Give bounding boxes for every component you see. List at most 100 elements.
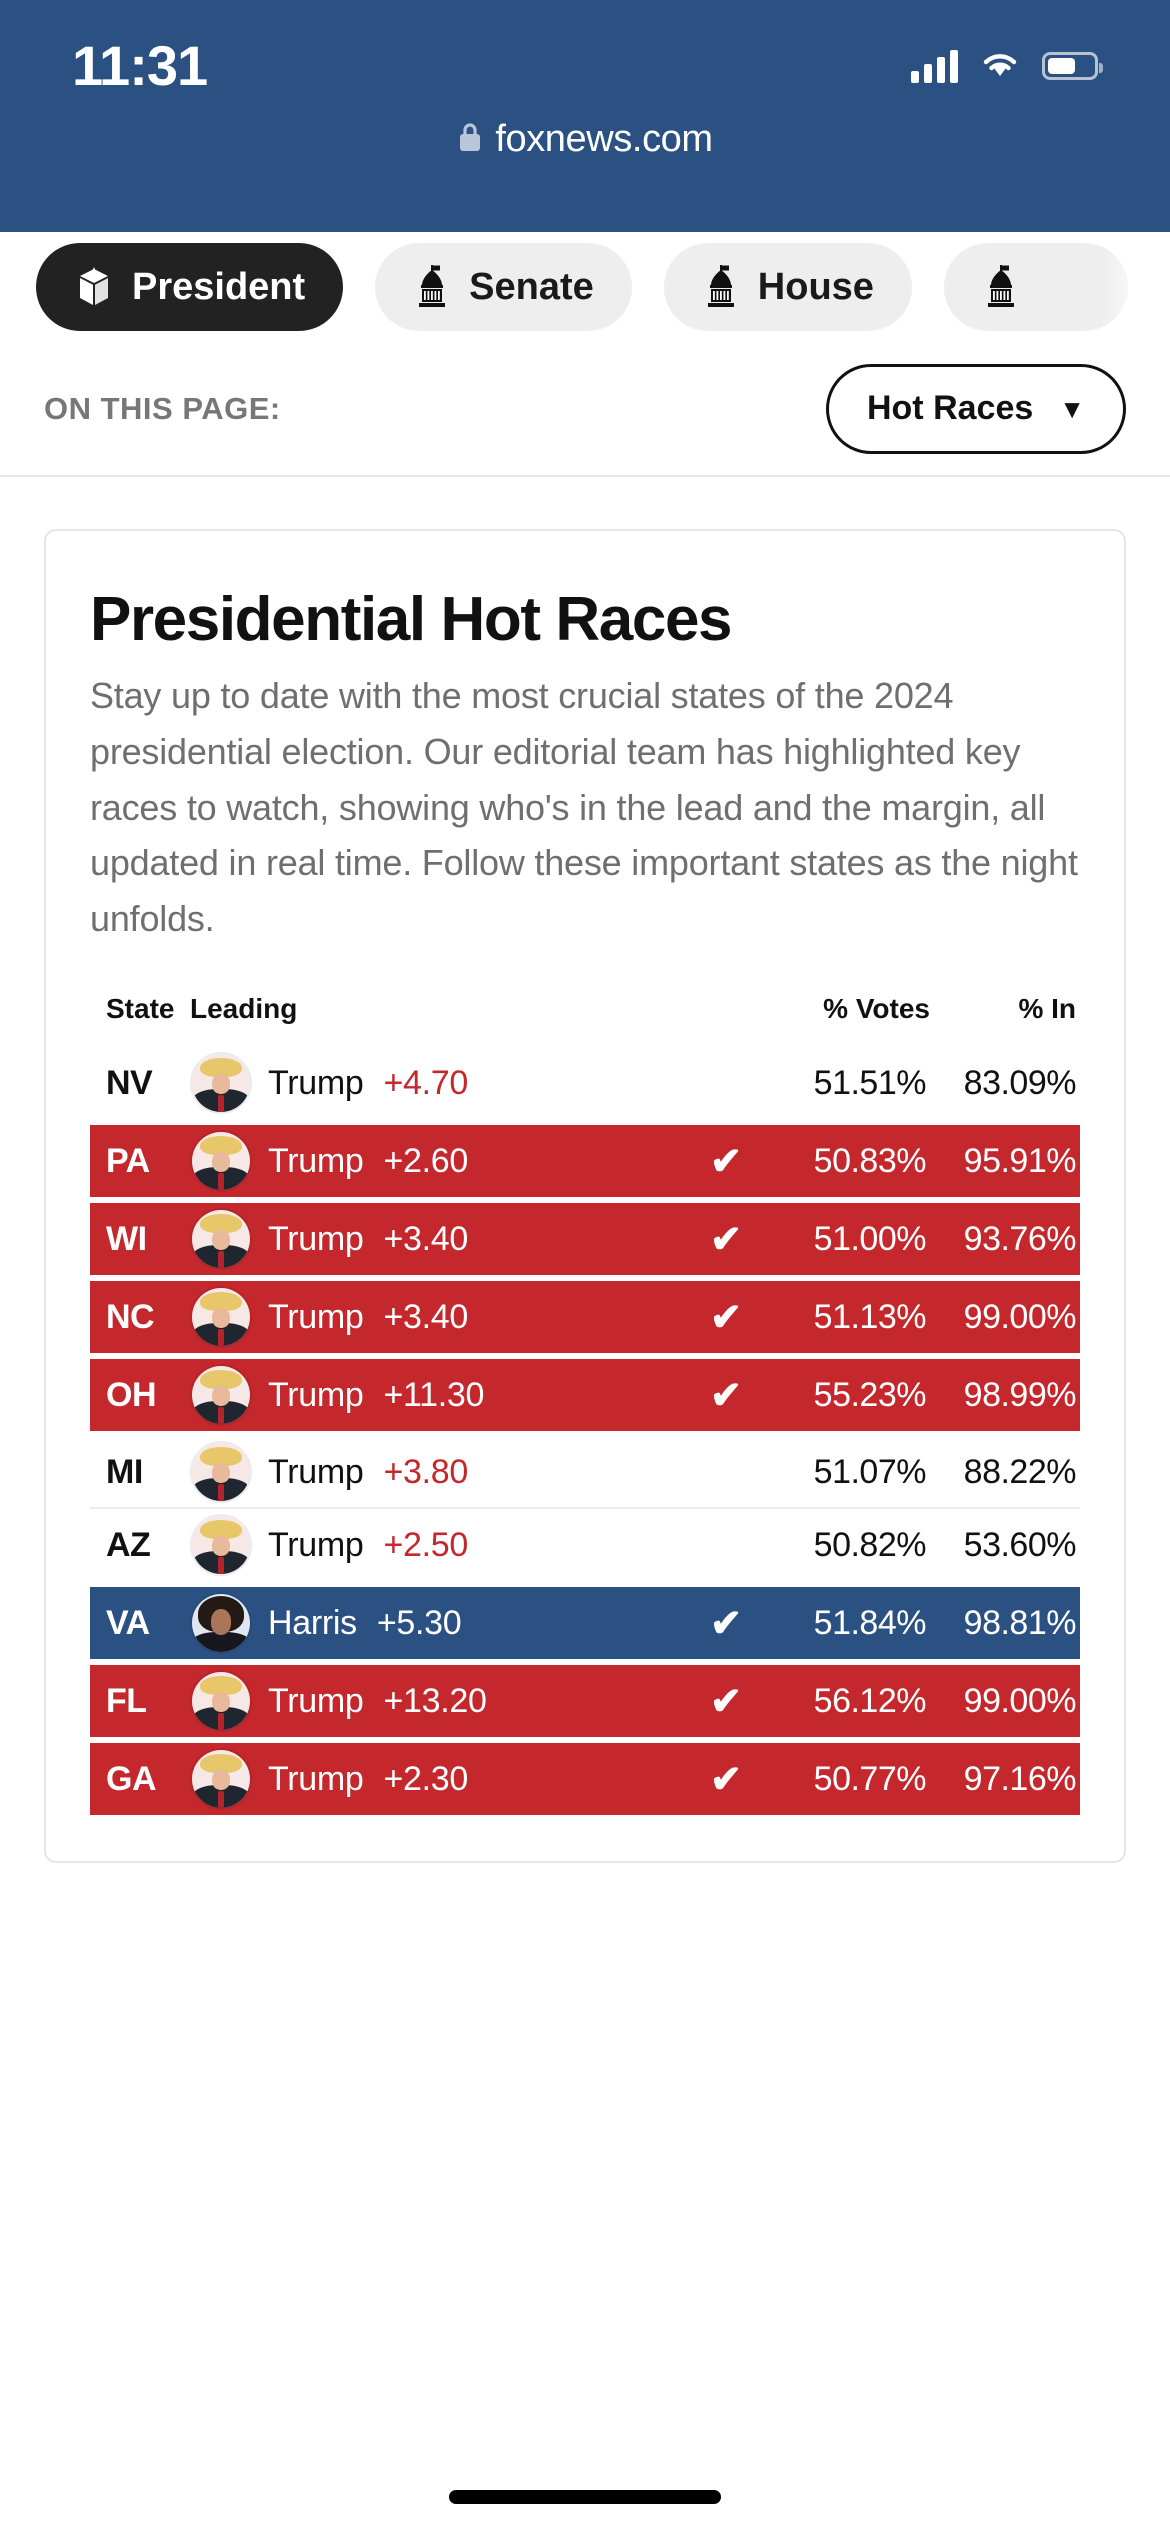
row-vote-percent: 51.13%	[813, 1297, 927, 1336]
cellular-signal-icon	[911, 49, 958, 83]
nav-pill-partial[interactable]	[943, 243, 1128, 331]
race-called-check-icon: ✔	[710, 1602, 742, 1645]
row-reporting-percent: 83.09%	[963, 1063, 1077, 1102]
table-row[interactable]: PA Trump +2.60 ✔ 50.83% 95.91%	[90, 1125, 1080, 1198]
row-candidate: Trump	[268, 1759, 364, 1798]
trump-avatar	[190, 1364, 252, 1427]
row-margin: +3.40	[383, 1219, 469, 1258]
column-header-in: % In	[1018, 993, 1076, 1025]
trump-avatar	[190, 1208, 252, 1271]
row-candidate: Trump	[268, 1452, 364, 1491]
table-row[interactable]: NV Trump +4.70 51.51% 83.09%	[90, 1047, 1080, 1119]
row-candidate: Trump	[268, 1141, 364, 1180]
row-margin: +2.60	[383, 1141, 469, 1180]
table-row[interactable]: NC Trump +3.40 ✔ 51.13% 99.00%	[90, 1281, 1080, 1354]
status-bar-clock: 11:31	[72, 34, 208, 97]
race-called-check-icon: ✔	[710, 1680, 742, 1723]
row-reporting-percent: 88.22%	[963, 1452, 1077, 1491]
row-vote-percent: 51.07%	[813, 1452, 927, 1491]
row-vote-percent: 51.00%	[813, 1219, 927, 1258]
row-vote-percent: 51.84%	[813, 1603, 927, 1642]
row-vote-percent: 50.82%	[813, 1525, 927, 1564]
trump-avatar	[190, 1052, 252, 1115]
race-called-check-icon: ✔	[710, 1140, 742, 1183]
page-title: Presidential Hot Races	[90, 585, 733, 654]
column-header-state: State	[106, 993, 175, 1025]
trump-avatar	[190, 1670, 252, 1733]
table-row[interactable]: GA Trump +2.30 ✔ 50.77% 97.16%	[90, 1743, 1080, 1816]
capitol-dome-icon	[702, 265, 740, 309]
nav-pill-senate[interactable]: Senate	[375, 243, 632, 331]
column-header-leading: Leading	[190, 993, 298, 1025]
hot-races-dropdown-value: Hot Races	[866, 389, 1034, 427]
hot-races-card: Presidential Hot Races Stay up to date w…	[44, 529, 1126, 1864]
row-margin: +3.80	[383, 1452, 469, 1491]
table-row[interactable]: WI Trump +3.40 ✔ 51.00% 93.76%	[90, 1203, 1080, 1276]
row-state: FL	[106, 1681, 147, 1720]
row-vote-percent: 51.51%	[813, 1063, 927, 1102]
url-text: foxnews.com	[495, 118, 713, 160]
hot-races-dropdown[interactable]: Hot Races ▼	[825, 363, 1126, 454]
row-state: NV	[106, 1063, 153, 1102]
nav-pill-president[interactable]: President	[36, 243, 344, 331]
row-state: OH	[106, 1375, 157, 1414]
row-state: PA	[106, 1141, 150, 1180]
capitol-dome-icon	[982, 265, 1020, 309]
row-candidate: Harris	[268, 1603, 357, 1642]
row-reporting-percent: 97.16%	[963, 1759, 1077, 1798]
table-row[interactable]: MI Trump +3.80 51.07% 88.22%	[90, 1437, 1080, 1510]
page-body: Presidential Hot Races Stay up to date w…	[0, 477, 1170, 1864]
column-header-votes: % Votes	[823, 993, 930, 1025]
home-indicator[interactable]	[0, 2490, 1170, 2504]
row-candidate: Trump	[268, 1375, 364, 1414]
table-row[interactable]: OH Trump +11.30 ✔ 55.23% 98.99%	[90, 1359, 1080, 1432]
on-this-page-bar: ON THIS PAGE: Hot Races ▼	[0, 342, 1170, 477]
row-vote-percent: 50.83%	[813, 1141, 927, 1180]
row-candidate: Trump	[268, 1063, 364, 1102]
row-vote-percent: 50.77%	[813, 1759, 927, 1798]
wifi-icon	[980, 49, 1020, 84]
status-bar: 11:31 foxnews.com	[0, 0, 1170, 232]
table-row[interactable]: FL Trump +13.20 ✔ 56.12% 99.00%	[90, 1665, 1080, 1738]
nav-pill-label: Senate	[469, 265, 594, 308]
race-type-nav[interactable]: President Senate	[0, 232, 1170, 342]
row-reporting-percent: 95.91%	[963, 1141, 1077, 1180]
row-state: VA	[106, 1603, 150, 1642]
row-state: AZ	[106, 1525, 151, 1564]
race-called-check-icon: ✔	[710, 1296, 742, 1339]
row-vote-percent: 56.12%	[813, 1681, 927, 1720]
row-state: NC	[106, 1297, 155, 1336]
table-row[interactable]: VA Harris +5.30 ✔ 51.84% 98.81%	[90, 1587, 1080, 1660]
row-margin: +11.30	[383, 1375, 485, 1414]
race-called-check-icon: ✔	[710, 1218, 742, 1261]
row-candidate: Trump	[268, 1681, 364, 1720]
row-reporting-percent: 98.81%	[963, 1603, 1077, 1642]
row-candidate: Trump	[268, 1525, 364, 1564]
status-bar-row: 11:31	[0, 0, 1170, 94]
trump-avatar	[190, 1441, 252, 1504]
trump-avatar	[190, 1748, 252, 1811]
status-bar-icons	[911, 49, 1103, 84]
race-called-check-icon: ✔	[710, 1758, 742, 1801]
battery-icon	[1042, 52, 1103, 80]
page-description: Stay up to date with the most crucial st…	[90, 675, 1078, 940]
on-this-page-label: ON THIS PAGE:	[44, 390, 281, 426]
row-candidate: Trump	[268, 1297, 364, 1336]
row-state: WI	[106, 1219, 147, 1258]
row-state: MI	[106, 1452, 143, 1491]
row-margin: +2.30	[383, 1759, 469, 1798]
hot-races-table: NV Trump +4.70 51.51% 83.09% PA Trump +2.60 ✔ 50.…	[90, 1047, 1080, 1816]
capitol-dome-icon	[413, 265, 451, 309]
nav-pill-house[interactable]: House	[663, 243, 912, 331]
nav-pill-label: House	[757, 265, 874, 308]
row-reporting-percent: 98.99%	[963, 1375, 1077, 1414]
table-header-row: State Leading % Votes % In	[90, 993, 1080, 1025]
row-state: GA	[106, 1759, 157, 1798]
trump-avatar	[190, 1286, 252, 1349]
table-row[interactable]: AZ Trump +2.50 50.82% 53.60%	[90, 1509, 1080, 1581]
trump-avatar	[190, 1514, 252, 1577]
chevron-down-icon: ▼	[1059, 393, 1085, 424]
browser-url-bar[interactable]: foxnews.com	[0, 118, 1170, 161]
row-margin: +5.30	[376, 1603, 462, 1642]
row-reporting-percent: 93.76%	[963, 1219, 1077, 1258]
